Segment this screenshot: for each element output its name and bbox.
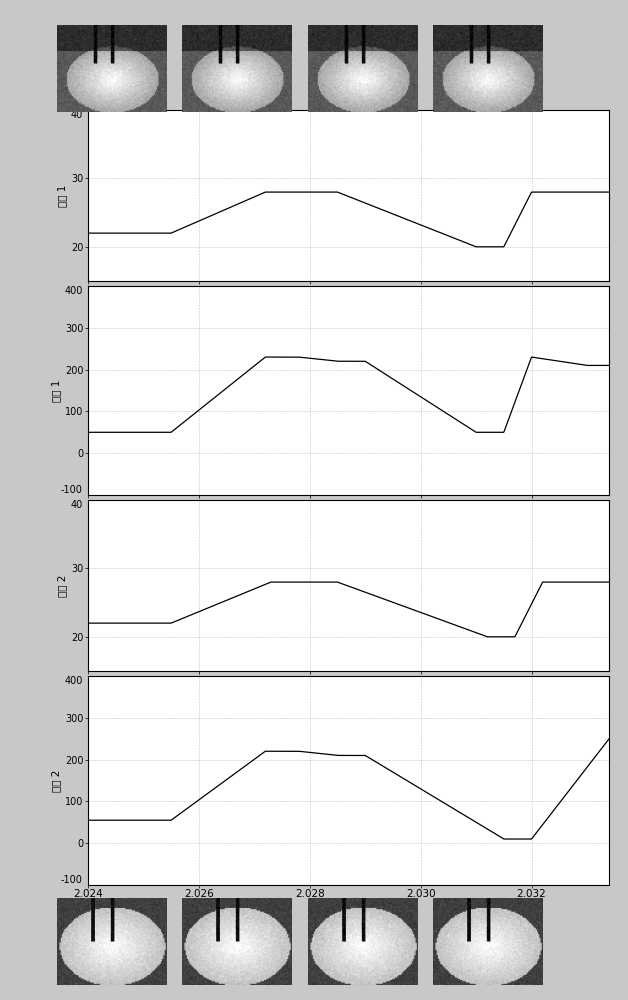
Text: 40: 40 <box>70 110 83 120</box>
Text: -100: -100 <box>61 875 83 885</box>
Y-axis label: 电流 2: 电流 2 <box>51 769 61 792</box>
Text: -100: -100 <box>61 485 83 495</box>
Text: 400: 400 <box>64 676 83 686</box>
Y-axis label: 电压 2: 电压 2 <box>57 574 67 597</box>
Y-axis label: 电压 1: 电压 1 <box>57 184 67 207</box>
Y-axis label: 电流 1: 电流 1 <box>51 379 61 402</box>
X-axis label: 时间t: 时间t <box>340 903 357 913</box>
Text: 400: 400 <box>64 286 83 296</box>
Text: 40: 40 <box>70 500 83 510</box>
